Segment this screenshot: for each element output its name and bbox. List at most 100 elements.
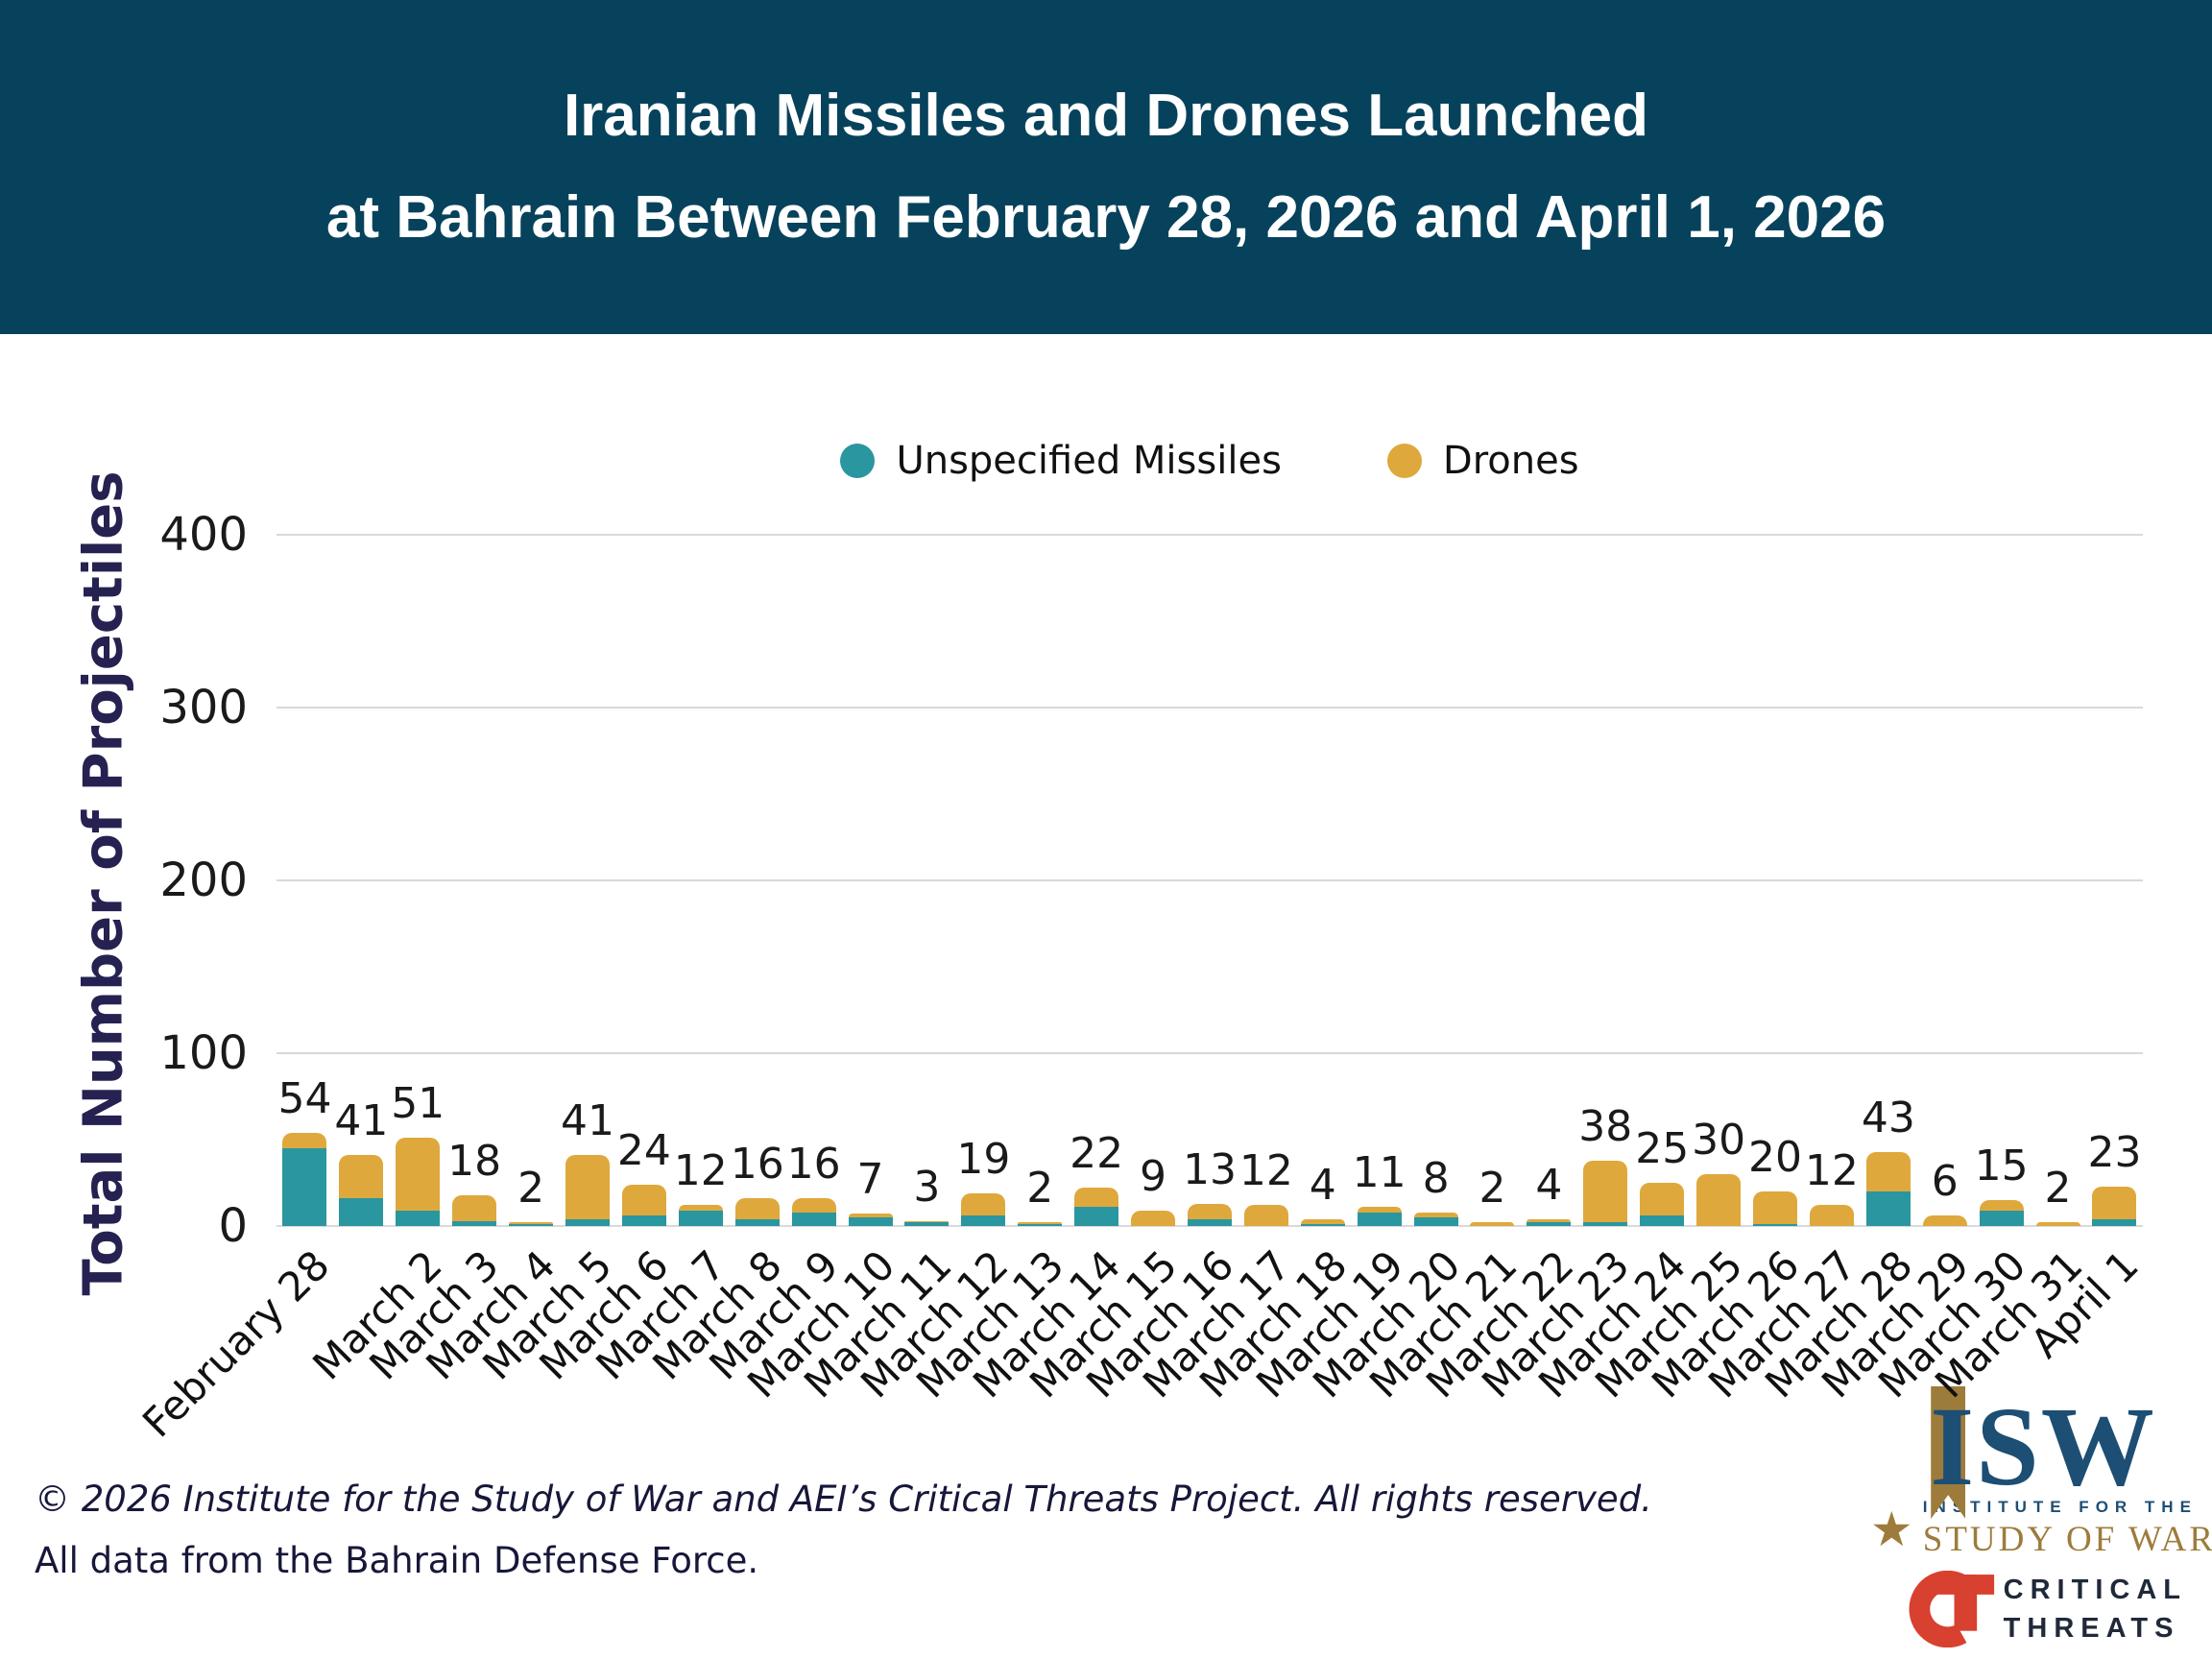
bar-segment-drones — [1979, 1200, 2024, 1211]
y-tick-label-400: 400 — [159, 508, 248, 562]
bar-segment-missiles — [339, 1198, 384, 1226]
bar-slot: 6 March 29 — [1813, 535, 1978, 1407]
bar-slot: 20 March 26 — [1643, 535, 1808, 1407]
bar-slot: 18 March 3 — [360, 535, 508, 1389]
stacked-bar — [678, 535, 723, 1226]
y-tick-label-300: 300 — [159, 681, 248, 734]
bar-segment-drones — [1074, 1188, 1119, 1208]
y-tick-label-200: 200 — [159, 854, 248, 907]
stacked-bar — [1865, 535, 1911, 1226]
isw-institute-text: INSTITUTE FOR THE — [1922, 1498, 2198, 1516]
bar-segment-missiles — [1187, 1218, 1232, 1226]
bar-slot: 15 March 30 — [1869, 535, 2034, 1407]
legend-item-unspecified-missiles: Unspecified Missiles — [840, 439, 1282, 483]
x-tick-label: February 28 — [132, 1241, 339, 1447]
bar-slot: 2 March 31 — [1926, 535, 2091, 1407]
gridline-200 — [276, 879, 2143, 881]
bar-segment-drones — [1300, 1218, 1345, 1225]
stacked-bar — [961, 535, 1006, 1226]
stacked-bar — [396, 535, 441, 1226]
isw-logo: ISW ★ INSTITUTE FOR THE STUDY OF WAR — [1870, 1386, 2212, 1560]
chart-title-line1: Iranian Missiles and Drones Launched — [563, 82, 1649, 149]
bar-segment-drones — [1583, 1160, 1628, 1223]
bar-segment-drones — [848, 1214, 893, 1217]
bar-segment-missiles — [1979, 1210, 2024, 1226]
isw-star-icon: ★ — [1869, 1501, 1913, 1557]
gridline-300 — [276, 707, 2143, 709]
bar-segment-drones — [1018, 1222, 1063, 1225]
bar-slot: 22 March 14 — [964, 535, 1129, 1407]
bar-value-label: 41 — [560, 1096, 614, 1146]
bar-slot: 30 March 25 — [1586, 535, 1751, 1407]
bar-slot: 16 March 8 — [643, 535, 791, 1388]
missiles-legend-dot-icon — [840, 444, 876, 478]
bar-segment-missiles — [678, 1210, 723, 1226]
stacked-bar — [1753, 535, 1798, 1226]
stacked-bar — [1131, 535, 1176, 1226]
bar-slot: 7 March 10 — [738, 535, 903, 1407]
drones-legend-dot-icon — [1386, 444, 1422, 478]
bar-slot: 51 March 2 — [303, 535, 451, 1388]
ct-monogram-icon — [1909, 1571, 1994, 1647]
stacked-bar — [1300, 535, 1345, 1226]
bar-segment-drones — [734, 1198, 780, 1219]
bar-slot: 25 March 24 — [1529, 535, 1695, 1407]
bar-segment-missiles — [1018, 1224, 1063, 1226]
bar-value-label: 15 — [1974, 1142, 2029, 1190]
stacked-bar — [282, 535, 327, 1226]
bar-segment-drones — [509, 1222, 554, 1225]
isw-acronym: ISW — [1930, 1383, 2156, 1509]
bar-segment-drones — [339, 1155, 384, 1199]
bar-segment-missiles — [1074, 1207, 1119, 1226]
gridline-0 — [276, 1225, 2143, 1227]
bar-segment-missiles — [2092, 1218, 2137, 1226]
ct-critical-text: CRITICAL — [2003, 1575, 2187, 1605]
bar-value-label: 2 — [1479, 1164, 1506, 1214]
bar-value-label: 16 — [786, 1140, 841, 1190]
bar-value-label: 12 — [673, 1146, 728, 1196]
bar-segment-drones — [452, 1194, 497, 1221]
bar-segment-drones — [1243, 1205, 1288, 1226]
bar-slot: 41 March 5 — [473, 535, 621, 1388]
bar-value-label: 4 — [1309, 1160, 1336, 1210]
bar-value-label: 3 — [913, 1162, 941, 1212]
stacked-bar — [621, 535, 666, 1226]
bar-segment-drones — [396, 1138, 441, 1211]
bar-segment-drones — [678, 1205, 723, 1211]
bar-value-label: 7 — [856, 1155, 884, 1205]
stacked-bar — [2092, 535, 2137, 1226]
bar-segment-drones — [1640, 1183, 1685, 1216]
bar-value-label: 30 — [1692, 1116, 1746, 1165]
bar-slot: 4 March 18 — [1190, 535, 1356, 1407]
bar-segment-missiles — [282, 1148, 327, 1226]
bar-segment-missiles — [1753, 1224, 1798, 1226]
bar-value-label: 18 — [447, 1136, 502, 1186]
bar-value-label: 54 — [277, 1073, 332, 1123]
isw-study-of-war-text: STUDY OF WAR — [1922, 1520, 2212, 1559]
bar-value-label: 9 — [1140, 1151, 1167, 1201]
bar-slot: 24 March 6 — [530, 535, 678, 1389]
gridline-400 — [276, 534, 2143, 536]
bar-segment-missiles — [734, 1218, 780, 1226]
bar-segment-missiles — [621, 1215, 666, 1226]
legend-label-drones: Drones — [1442, 439, 1579, 483]
stacked-bar — [791, 535, 836, 1226]
bar-slot: 41 — [333, 535, 390, 1226]
bar-segment-drones — [2092, 1186, 2137, 1219]
y-axis-title: Total Number of Projectiles — [72, 470, 135, 1296]
bar-segment-drones — [621, 1184, 666, 1216]
stacked-bar — [1922, 535, 1967, 1226]
bar-chart-plot-area: 54 February 28 41 51 March 2 18 March 3 2 March … — [133, 508, 2148, 1446]
bar-segment-drones — [791, 1198, 836, 1213]
bar-slot: 19 March 12 — [852, 535, 1017, 1407]
bar-value-label: 4 — [1535, 1160, 1563, 1210]
bar-segment-missiles — [1865, 1191, 1911, 1226]
data-source-text: All data from the Bahrain Defense Force. — [35, 1540, 759, 1581]
bar-segment-missiles — [904, 1222, 950, 1226]
bar-segment-drones — [1187, 1203, 1232, 1219]
bar-segment-drones — [565, 1155, 610, 1219]
bar-value-label: 41 — [334, 1096, 389, 1146]
bar-segment-missiles — [791, 1212, 836, 1226]
stacked-bar — [848, 535, 893, 1226]
